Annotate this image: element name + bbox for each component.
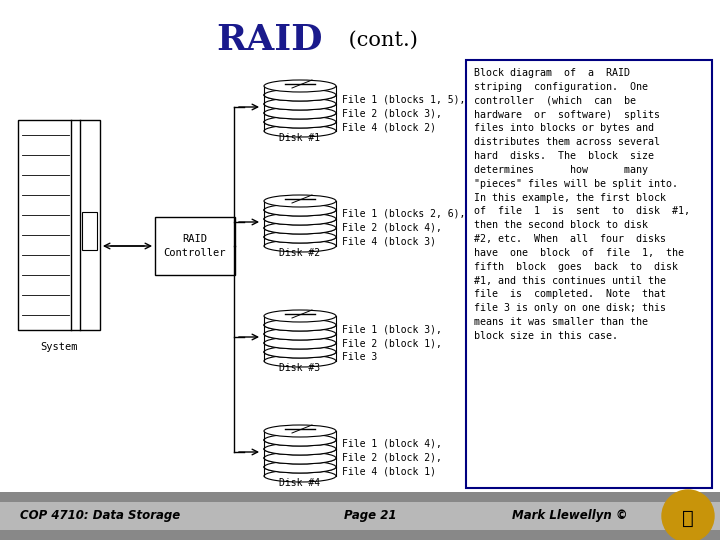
Text: Block diagram  of  a  RAID
striping  configuration.  One
controller  (which  can: Block diagram of a RAID striping configu… bbox=[474, 68, 690, 341]
Ellipse shape bbox=[264, 470, 336, 482]
Ellipse shape bbox=[264, 89, 336, 101]
Ellipse shape bbox=[264, 213, 336, 225]
Bar bbox=[264, 122, 336, 131]
Ellipse shape bbox=[264, 337, 336, 349]
Ellipse shape bbox=[264, 98, 336, 110]
Text: Page 21: Page 21 bbox=[343, 510, 396, 523]
Ellipse shape bbox=[264, 116, 336, 128]
Bar bbox=[18, 120, 100, 330]
Ellipse shape bbox=[264, 213, 336, 225]
Ellipse shape bbox=[264, 98, 336, 110]
Ellipse shape bbox=[264, 319, 336, 331]
Ellipse shape bbox=[264, 107, 336, 119]
Text: Disk #3: Disk #3 bbox=[279, 363, 320, 373]
Bar bbox=[264, 325, 336, 334]
Ellipse shape bbox=[264, 452, 336, 464]
Text: File 1 (block 3),
File 2 (block 1),
File 3: File 1 (block 3), File 2 (block 1), File… bbox=[342, 324, 442, 362]
Text: System: System bbox=[40, 342, 78, 352]
Bar bbox=[82, 212, 96, 250]
Bar bbox=[0, 530, 720, 540]
Bar bbox=[264, 449, 336, 458]
Ellipse shape bbox=[264, 222, 336, 234]
Text: File 1 (block 4),
File 2 (block 2),
File 4 (block 1): File 1 (block 4), File 2 (block 2), File… bbox=[342, 439, 442, 477]
Ellipse shape bbox=[264, 328, 336, 340]
Ellipse shape bbox=[264, 231, 336, 243]
Ellipse shape bbox=[264, 80, 336, 92]
Bar bbox=[264, 334, 336, 343]
Text: Mark Llewellyn ©: Mark Llewellyn © bbox=[512, 510, 628, 523]
Ellipse shape bbox=[264, 231, 336, 243]
Ellipse shape bbox=[264, 346, 336, 358]
Bar bbox=[264, 467, 336, 476]
Ellipse shape bbox=[264, 328, 336, 340]
FancyBboxPatch shape bbox=[466, 60, 712, 488]
Bar bbox=[264, 431, 336, 440]
Ellipse shape bbox=[264, 310, 336, 322]
Ellipse shape bbox=[264, 355, 336, 367]
Ellipse shape bbox=[264, 204, 336, 216]
Bar bbox=[264, 316, 336, 325]
Bar bbox=[264, 219, 336, 228]
Ellipse shape bbox=[264, 346, 336, 358]
Bar bbox=[264, 458, 336, 467]
Ellipse shape bbox=[264, 240, 336, 252]
Text: Disk #4: Disk #4 bbox=[279, 478, 320, 488]
Bar bbox=[264, 440, 336, 449]
Ellipse shape bbox=[264, 452, 336, 464]
Ellipse shape bbox=[264, 89, 336, 101]
Bar bbox=[264, 343, 336, 352]
Bar bbox=[264, 95, 336, 104]
Bar bbox=[264, 201, 336, 210]
Ellipse shape bbox=[264, 443, 336, 455]
Ellipse shape bbox=[264, 125, 336, 137]
Ellipse shape bbox=[264, 443, 336, 455]
Bar bbox=[264, 104, 336, 113]
Bar bbox=[264, 210, 336, 219]
Text: COP 4710: Data Storage: COP 4710: Data Storage bbox=[20, 510, 180, 523]
Bar bbox=[264, 352, 336, 361]
Ellipse shape bbox=[264, 425, 336, 437]
Ellipse shape bbox=[264, 461, 336, 473]
Text: Disk #1: Disk #1 bbox=[279, 133, 320, 143]
Text: Disk #2: Disk #2 bbox=[279, 248, 320, 258]
Text: RAID
Controller: RAID Controller bbox=[163, 234, 226, 258]
Ellipse shape bbox=[264, 434, 336, 446]
Ellipse shape bbox=[264, 222, 336, 234]
Ellipse shape bbox=[264, 107, 336, 119]
Bar bbox=[0, 502, 720, 530]
Bar bbox=[0, 492, 720, 502]
Ellipse shape bbox=[264, 116, 336, 128]
Ellipse shape bbox=[264, 337, 336, 349]
Text: (cont.): (cont.) bbox=[342, 30, 418, 50]
Bar bbox=[264, 86, 336, 95]
Text: 🦅: 🦅 bbox=[682, 509, 694, 528]
Text: RAID: RAID bbox=[217, 23, 323, 57]
Ellipse shape bbox=[264, 195, 336, 207]
Text: File 1 (blocks 2, 6),
File 2 (block 4),
File 4 (block 3): File 1 (blocks 2, 6), File 2 (block 4), … bbox=[342, 209, 465, 247]
Ellipse shape bbox=[264, 204, 336, 216]
Text: File 1 (blocks 1, 5),
File 2 (block 3),
File 4 (block 2): File 1 (blocks 1, 5), File 2 (block 3), … bbox=[342, 94, 465, 132]
Bar bbox=[264, 228, 336, 237]
Bar bbox=[264, 237, 336, 246]
Ellipse shape bbox=[264, 461, 336, 473]
Bar bbox=[155, 217, 235, 275]
Ellipse shape bbox=[264, 319, 336, 331]
Bar bbox=[264, 113, 336, 122]
Ellipse shape bbox=[264, 434, 336, 446]
Circle shape bbox=[662, 490, 714, 540]
